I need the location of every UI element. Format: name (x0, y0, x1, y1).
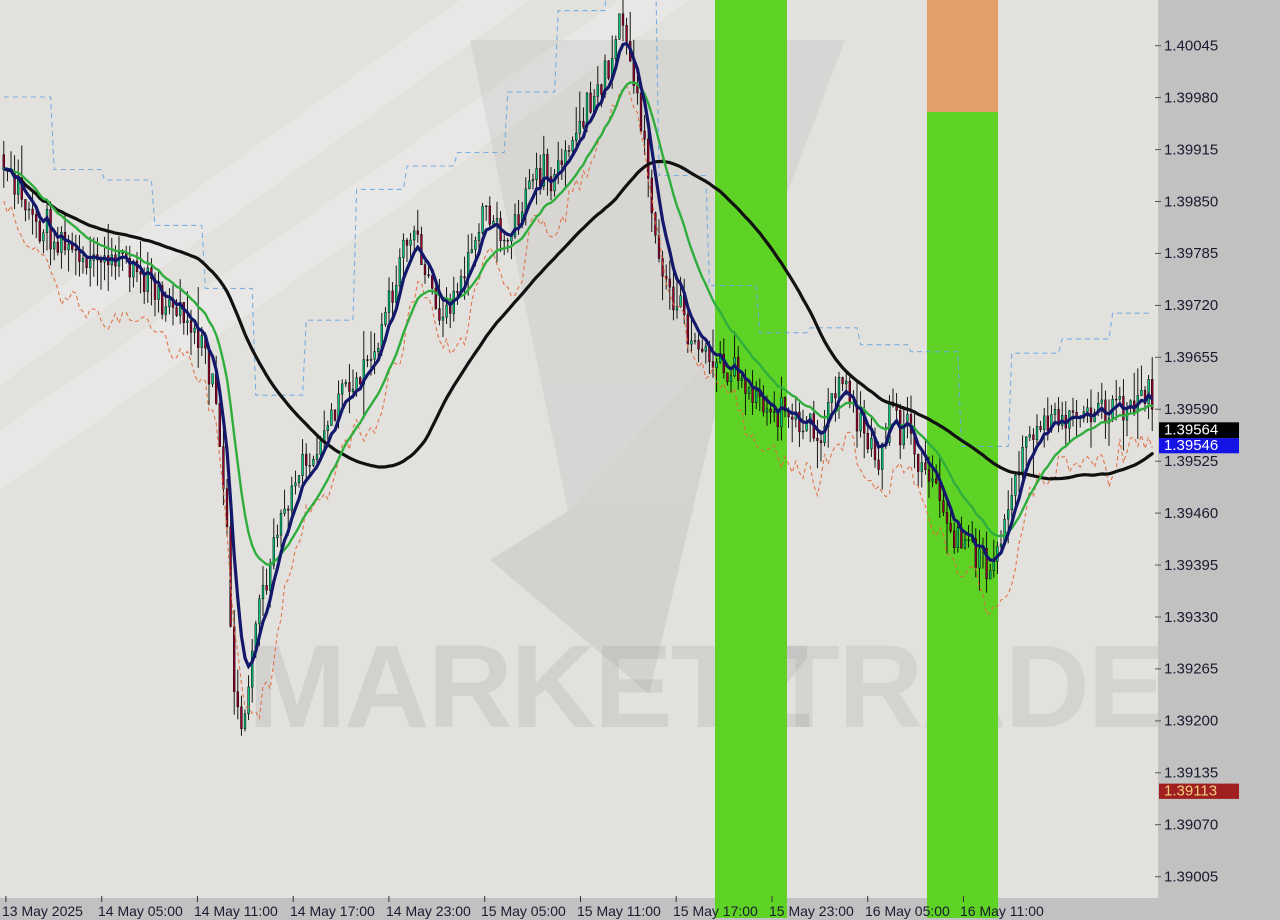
svg-text:1.39395: 1.39395 (1164, 557, 1218, 574)
svg-text:1.39135: 1.39135 (1164, 765, 1218, 782)
svg-text:1.39980: 1.39980 (1164, 89, 1218, 106)
svg-text:1.39460: 1.39460 (1164, 505, 1218, 522)
svg-text:1.39564: 1.39564 (1164, 421, 1218, 438)
svg-text:15 May 05:00: 15 May 05:00 (481, 903, 566, 919)
svg-text:1.40045: 1.40045 (1164, 38, 1218, 55)
svg-text:1.39265: 1.39265 (1164, 661, 1218, 678)
svg-text:1.39590: 1.39590 (1164, 401, 1218, 418)
svg-text:15 May 17:00: 15 May 17:00 (673, 903, 758, 919)
svg-text:1.39785: 1.39785 (1164, 245, 1218, 262)
svg-text:1.39330: 1.39330 (1164, 609, 1218, 626)
svg-text:1.39720: 1.39720 (1164, 297, 1218, 314)
svg-text:14 May 11:00: 14 May 11:00 (194, 903, 278, 919)
svg-text:16 May 05:00: 16 May 05:00 (865, 903, 950, 919)
svg-text:15 May 23:00: 15 May 23:00 (769, 903, 854, 919)
svg-text:1.39915: 1.39915 (1164, 141, 1218, 158)
svg-text:14 May 17:00: 14 May 17:00 (290, 903, 375, 919)
svg-text:1.39113: 1.39113 (1164, 783, 1217, 800)
svg-text:1.39546: 1.39546 (1164, 437, 1218, 454)
svg-text:14 May 05:00: 14 May 05:00 (98, 903, 183, 919)
svg-text:13 May 2025: 13 May 2025 (2, 903, 83, 919)
svg-text:1.39655: 1.39655 (1164, 349, 1218, 366)
svg-text:1.39070: 1.39070 (1164, 817, 1218, 834)
svg-text:14 May 23:00: 14 May 23:00 (386, 903, 471, 919)
svg-text:15 May 11:00: 15 May 11:00 (577, 903, 661, 919)
svg-text:1.39525: 1.39525 (1164, 453, 1218, 470)
svg-text:1.39850: 1.39850 (1164, 193, 1218, 210)
svg-text:16 May 11:00: 16 May 11:00 (960, 903, 1044, 919)
svg-text:1.39005: 1.39005 (1164, 869, 1218, 886)
svg-text:1.39200: 1.39200 (1164, 713, 1218, 730)
